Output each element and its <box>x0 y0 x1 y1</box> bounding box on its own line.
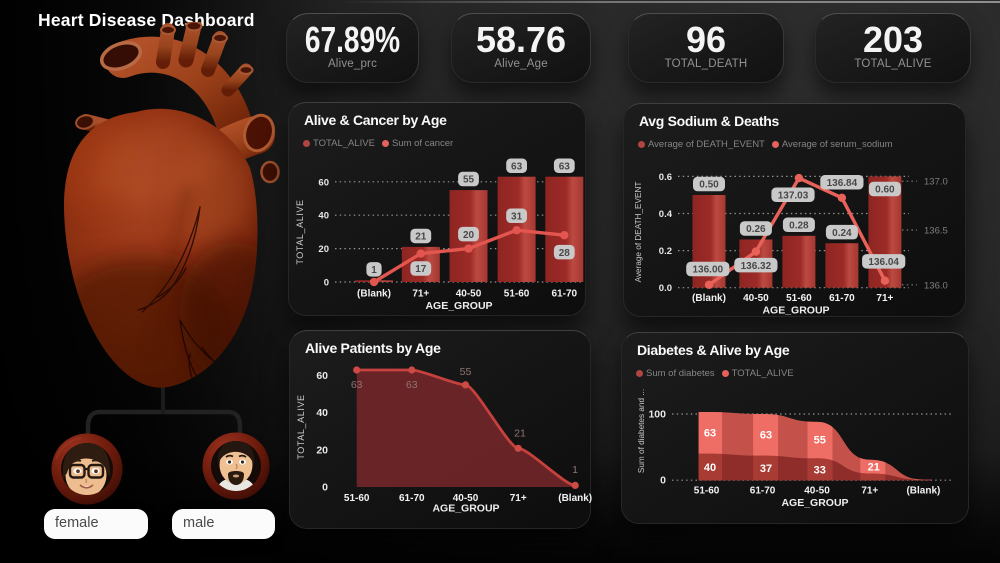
svg-text:61-70: 61-70 <box>829 293 855 304</box>
svg-text:AGE_GROUP: AGE_GROUP <box>425 300 492 312</box>
svg-text:63: 63 <box>511 161 523 172</box>
svg-text:40-50: 40-50 <box>456 289 482 300</box>
svg-text:40-50: 40-50 <box>453 493 479 504</box>
svg-text:21: 21 <box>415 232 427 243</box>
svg-text:0.0: 0.0 <box>659 283 672 294</box>
svg-text:63: 63 <box>760 430 772 442</box>
svg-text:TOTAL_ALIVE: TOTAL_ALIVE <box>296 394 306 459</box>
svg-text:0: 0 <box>660 475 666 487</box>
svg-text:0: 0 <box>324 278 329 289</box>
svg-text:40-50: 40-50 <box>743 293 769 304</box>
svg-text:AGE_GROUP: AGE_GROUP <box>762 305 829 317</box>
svg-text:136.00: 136.00 <box>693 265 724 276</box>
svg-text:51-60: 51-60 <box>786 293 812 304</box>
svg-text:AGE_GROUP: AGE_GROUP <box>781 497 848 509</box>
svg-text:71+: 71+ <box>876 293 893 304</box>
svg-text:63: 63 <box>406 379 418 391</box>
svg-text:0.6: 0.6 <box>659 172 672 183</box>
svg-text:63: 63 <box>351 379 363 391</box>
svg-text:40: 40 <box>318 211 329 222</box>
svg-text:61-70: 61-70 <box>552 289 578 300</box>
svg-text:60: 60 <box>316 370 328 382</box>
svg-text:(Blank): (Blank) <box>906 486 940 497</box>
svg-text:61-70: 61-70 <box>399 493 425 504</box>
svg-text:136.0: 136.0 <box>924 280 948 291</box>
svg-text:40: 40 <box>704 462 716 474</box>
svg-text:137.03: 137.03 <box>778 190 809 201</box>
svg-text:0.24: 0.24 <box>832 228 852 239</box>
svg-text:136.84: 136.84 <box>827 178 858 189</box>
svg-text:AGE_GROUP: AGE_GROUP <box>432 503 499 515</box>
svg-text:31: 31 <box>511 211 523 222</box>
svg-text:21: 21 <box>514 428 526 440</box>
svg-text:1: 1 <box>371 265 377 276</box>
svg-text:0.50: 0.50 <box>699 180 719 191</box>
svg-text:55: 55 <box>460 366 472 378</box>
svg-text:40-50: 40-50 <box>804 486 830 497</box>
svg-text:(Blank): (Blank) <box>558 493 592 504</box>
svg-text:TOTAL_ALIVE: TOTAL_ALIVE <box>295 199 305 264</box>
svg-text:71+: 71+ <box>412 289 429 300</box>
svg-text:55: 55 <box>814 435 826 447</box>
svg-text:Average of DEATH_EVENT: Average of DEATH_EVENT <box>634 182 643 283</box>
svg-text:40: 40 <box>316 407 328 419</box>
svg-text:0.26: 0.26 <box>746 224 766 235</box>
svg-text:51-60: 51-60 <box>504 289 530 300</box>
svg-text:33: 33 <box>814 464 826 476</box>
svg-text:17: 17 <box>415 264 427 275</box>
svg-text:136.04: 136.04 <box>868 257 899 268</box>
svg-text:(Blank): (Blank) <box>357 289 391 300</box>
svg-text:0.4: 0.4 <box>659 209 673 220</box>
svg-text:37: 37 <box>760 463 772 475</box>
svg-text:0: 0 <box>322 482 328 494</box>
svg-text:63: 63 <box>704 428 716 440</box>
svg-text:136.5: 136.5 <box>924 226 948 237</box>
svg-text:Sum of diabetes and ...: Sum of diabetes and ... <box>637 389 646 473</box>
svg-text:51-60: 51-60 <box>344 493 370 504</box>
svg-text:51-60: 51-60 <box>694 486 720 497</box>
svg-text:20: 20 <box>316 444 328 456</box>
svg-text:20: 20 <box>463 230 475 241</box>
svg-text:(Blank): (Blank) <box>692 293 726 304</box>
svg-text:20: 20 <box>318 244 329 255</box>
svg-text:55: 55 <box>463 175 475 186</box>
svg-text:0.2: 0.2 <box>659 246 672 257</box>
svg-text:0.60: 0.60 <box>875 185 895 196</box>
svg-text:0.28: 0.28 <box>789 220 809 231</box>
svg-text:100: 100 <box>648 409 666 421</box>
svg-text:60: 60 <box>318 177 329 188</box>
svg-text:136.32: 136.32 <box>741 261 772 272</box>
svg-text:71+: 71+ <box>510 493 527 504</box>
svg-text:28: 28 <box>559 248 571 259</box>
svg-text:1: 1 <box>572 464 578 476</box>
svg-text:137.0: 137.0 <box>924 177 948 188</box>
svg-text:63: 63 <box>559 161 571 172</box>
svg-text:61-70: 61-70 <box>750 486 776 497</box>
svg-text:71+: 71+ <box>861 486 878 497</box>
svg-text:21: 21 <box>868 462 880 474</box>
